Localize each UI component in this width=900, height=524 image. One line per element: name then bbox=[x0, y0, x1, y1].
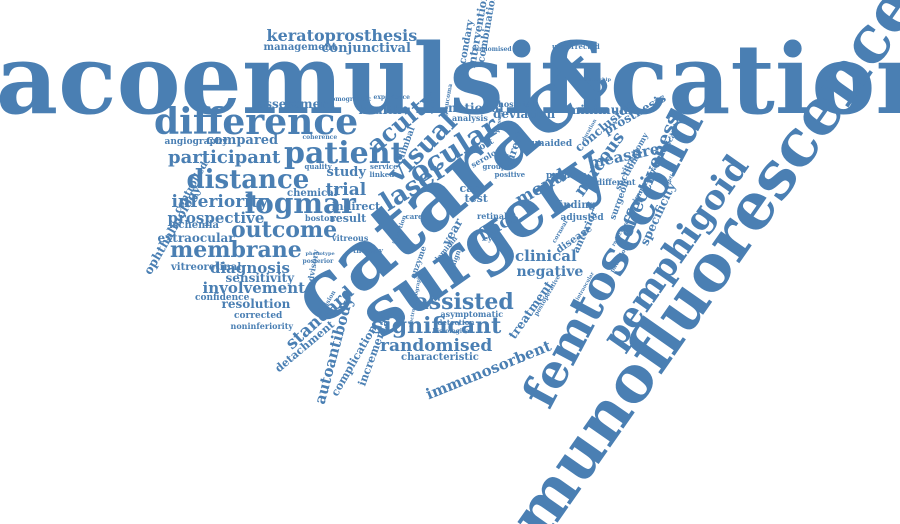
word: participant bbox=[168, 147, 281, 168]
word: vitreous bbox=[332, 233, 369, 243]
word: detection bbox=[437, 317, 475, 327]
word: difference bbox=[154, 101, 359, 143]
word: characteristic bbox=[401, 352, 479, 363]
word: different bbox=[596, 177, 636, 187]
word: phacoemulsification bbox=[0, 23, 900, 136]
word: primary bbox=[546, 170, 586, 181]
word: conjunctival bbox=[321, 40, 411, 56]
word: retinal bbox=[477, 211, 508, 221]
word: tomographic bbox=[328, 96, 372, 103]
word: coherence bbox=[302, 134, 338, 141]
word: service bbox=[370, 161, 398, 171]
word: distance bbox=[186, 165, 310, 195]
word: chemical bbox=[287, 188, 338, 199]
word: prospective bbox=[167, 208, 265, 227]
word: boston bbox=[305, 213, 336, 223]
word: corrected bbox=[234, 310, 283, 321]
word: experience bbox=[373, 94, 411, 101]
word: health bbox=[358, 103, 402, 117]
word: logmar bbox=[244, 187, 356, 220]
word: finding bbox=[556, 200, 596, 211]
word: linked bbox=[369, 169, 395, 179]
word: quality bbox=[304, 161, 332, 171]
word: negative bbox=[516, 264, 584, 280]
word: vitreoretinal bbox=[171, 262, 242, 273]
word: patient bbox=[284, 136, 405, 171]
word: care bbox=[405, 211, 423, 221]
word: study bbox=[326, 164, 366, 180]
word: positive bbox=[494, 169, 526, 179]
word: significant bbox=[371, 313, 502, 339]
word: sensitivity bbox=[225, 271, 295, 285]
word: randomised bbox=[472, 46, 512, 53]
word: involvement bbox=[202, 278, 306, 297]
word: inferiority bbox=[171, 191, 269, 212]
word: trial bbox=[325, 179, 367, 200]
word: group bbox=[482, 161, 506, 171]
word: hospital bbox=[498, 99, 535, 109]
word: angiography bbox=[164, 136, 228, 147]
word: extraocular bbox=[157, 231, 235, 245]
word: confidence bbox=[195, 292, 250, 303]
word: deviation bbox=[493, 107, 556, 121]
word: adjusted bbox=[560, 212, 604, 223]
word: minimum bbox=[567, 103, 633, 117]
word: analysis bbox=[452, 113, 488, 123]
word: randomised bbox=[380, 335, 493, 356]
word: test bbox=[464, 191, 488, 205]
word: noninferiority bbox=[230, 321, 294, 331]
word: therapy bbox=[353, 245, 383, 255]
word: membrane bbox=[170, 237, 302, 263]
word: assessment bbox=[257, 97, 335, 111]
word: relationship bbox=[577, 76, 611, 83]
word: assisted bbox=[414, 289, 514, 315]
word: ischemia bbox=[169, 220, 220, 231]
word: outcome bbox=[231, 217, 338, 243]
word: eye bbox=[483, 233, 497, 243]
word: diagnosis bbox=[210, 258, 290, 277]
word: uncorrected bbox=[552, 41, 600, 51]
word: phenotype bbox=[305, 250, 335, 257]
word: indirect bbox=[331, 199, 381, 213]
word: unaided bbox=[531, 138, 573, 149]
word: result bbox=[330, 211, 367, 225]
word: keratoprosthesis bbox=[266, 26, 418, 45]
word: posterior bbox=[302, 258, 334, 265]
word: asymptomatic bbox=[440, 309, 504, 319]
word: compared bbox=[206, 132, 279, 148]
word: management bbox=[263, 42, 337, 53]
word: national bbox=[448, 101, 504, 115]
word: case bbox=[459, 181, 487, 195]
word: histological bbox=[432, 328, 472, 335]
word: resolution bbox=[221, 297, 291, 311]
word: clinical bbox=[515, 246, 577, 265]
